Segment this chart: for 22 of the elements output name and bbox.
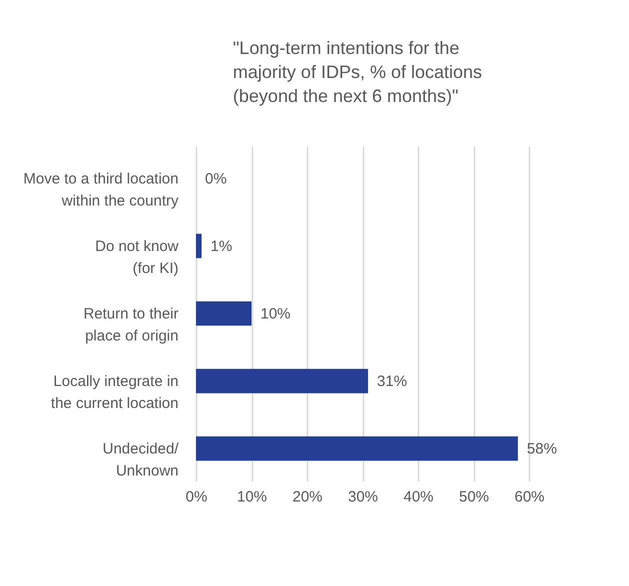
y-tick-label: Return to their place of origin — [83, 306, 179, 344]
bar — [196, 436, 518, 461]
x-tick-label: 60% — [514, 488, 545, 506]
y-tick-label: Undecided/ Unknown — [102, 440, 180, 480]
y-tick-label: Do not know (for KI) — [95, 238, 179, 277]
x-tick-label: 0% — [186, 488, 208, 506]
bar — [196, 301, 252, 326]
x-tick-label: 50% — [458, 488, 490, 506]
x-tick-label: 10% — [236, 488, 268, 506]
data-label: 31% — [377, 373, 408, 390]
x-tick-label: 20% — [292, 488, 323, 506]
data-label: 1% — [210, 238, 232, 255]
chart-title: "Long-term intentions for the majority of IDPs, % of locations (beyond the next 6 months)" — [232, 38, 482, 106]
x-tick-label: 40% — [403, 488, 434, 506]
data-label: 58% — [526, 440, 557, 458]
data-label: 10% — [260, 306, 291, 322]
x-tick-label: 30% — [348, 488, 378, 506]
data-label: 0% — [205, 170, 227, 188]
y-tick-label: Locally integrate in the current location — [50, 373, 178, 412]
y-tick-label: Move to a third location within the country — [23, 170, 179, 210]
bar — [196, 234, 202, 258]
bar — [196, 368, 368, 394]
